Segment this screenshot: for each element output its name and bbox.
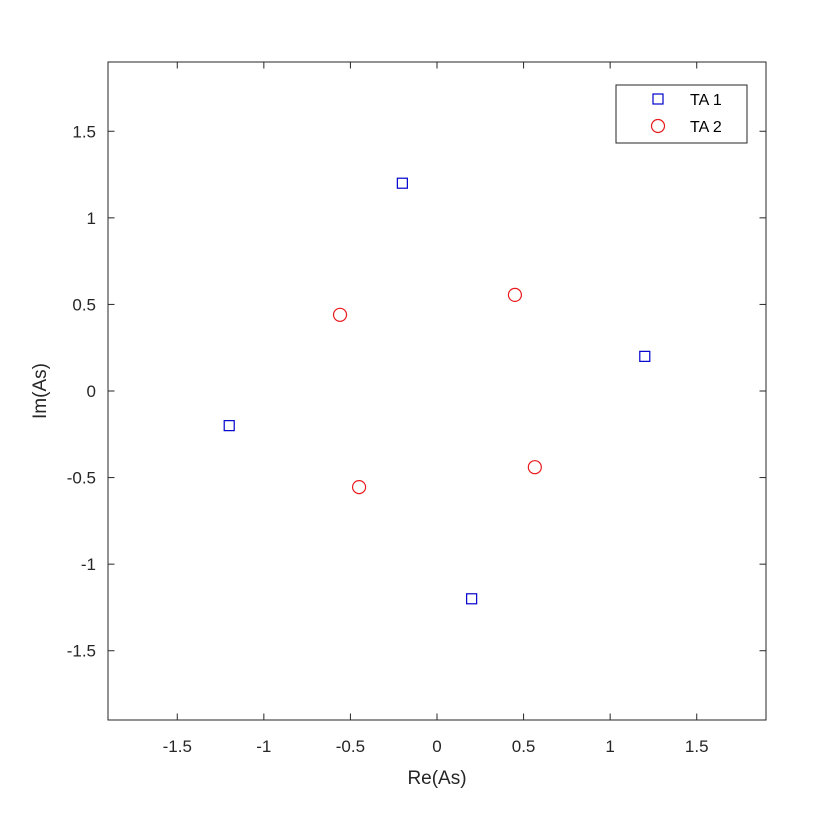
legend-marker-square [652,93,664,105]
y-tick-label: 1.5 [72,122,96,141]
data-point-square [639,350,651,362]
data-point-circle [507,287,523,302]
legend-box [615,84,748,144]
data-markers [223,177,651,605]
x-tick-label: 1.5 [685,737,709,756]
legend: TA 1 TA 2 [615,84,748,144]
y-tick-label: 0 [87,382,96,401]
x-tick-label: 1 [605,737,614,756]
data-point-square [396,177,408,189]
y-tick-label: -1.5 [67,642,96,661]
x-tick-label: 0.5 [512,737,536,756]
y-tick-label: 0.5 [72,295,96,314]
data-point-circle [351,480,367,495]
x-tick-label: 0 [432,737,441,756]
x-tick-label: -1.5 [163,737,192,756]
y-tick-label: -0.5 [67,469,96,488]
legend-label: TA 2 [690,119,722,136]
data-point-circle [332,307,348,322]
legend-marker-circle [650,118,666,134]
x-tick-label: -0.5 [336,737,365,756]
y-tick-label: -1 [81,555,96,574]
y-axis-title: Im(As) [30,363,51,419]
data-point-square [223,420,235,432]
x-tick-label: -1 [256,737,271,756]
axis-ticks [108,62,766,720]
x-axis-title: Re(As) [407,768,466,789]
y-tick-label: 1 [87,209,96,228]
tick-labels: -1.5 -1 -0.5 0 0.5 1 1.5 -1.5 -1 -0.5 0 0.5 1 1.5 [67,122,709,756]
data-point-circle [527,460,542,475]
legend-label: TA 1 [690,92,722,109]
plot-area [107,61,767,721]
data-point-square [466,593,478,605]
